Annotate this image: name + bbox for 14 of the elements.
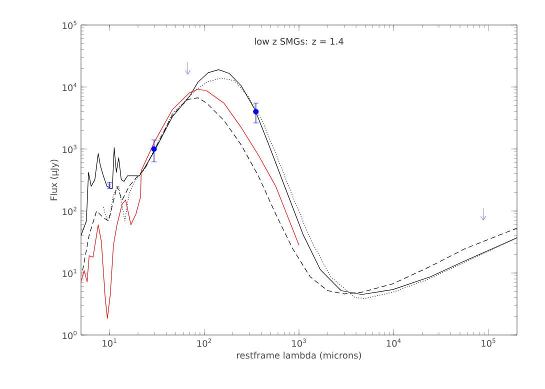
y-tick-label: 10$^{2}$ — [62, 206, 76, 216]
y-axis-title: Flux (μJy) — [50, 160, 59, 200]
x-tick-label: 10$^{3}$ — [292, 338, 306, 347]
y-tick-label: 10$^{1}$ — [62, 268, 76, 278]
x-axis-title: restframe lambda (microns) — [237, 352, 362, 360]
x-tick-label: 10$^{2}$ — [197, 338, 212, 347]
y-tick-label: 10$^{3}$ — [62, 144, 77, 154]
x-tick-label: 10$^{5}$ — [482, 338, 496, 347]
text: low z SMGs: z = 1.4 — [254, 38, 344, 45]
y-tick-label: 10$^{0}$ — [62, 330, 77, 340]
x-tick-label: 10$^{1}$ — [102, 338, 116, 347]
y-tick-label: 10$^{4}$ — [62, 82, 77, 92]
y-tick-label: 10$^{5}$ — [62, 20, 76, 30]
x-tick-label: 10$^{4}$ — [386, 338, 401, 347]
